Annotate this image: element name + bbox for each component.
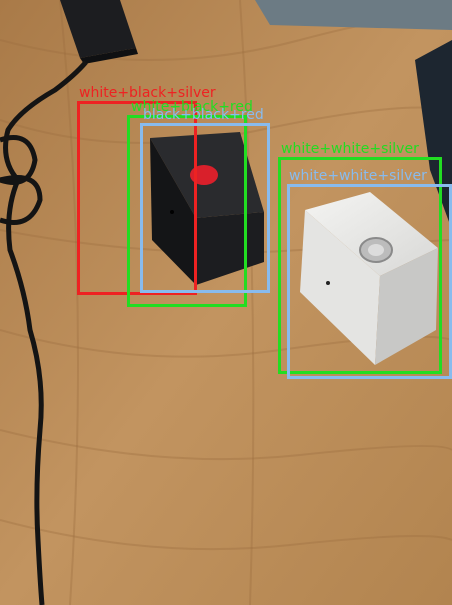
detection-label-white-black-red: white+black+red [131,99,253,115]
white-box [300,192,438,365]
detection-label-black-black-red: black+black+red [143,107,264,123]
cable-coil [0,135,43,225]
detection-box-black-black-red [140,123,270,293]
detection-box-white-white-silver-blue [287,184,452,379]
detection-box-white-black-red [127,115,247,307]
detection-label-white-black-silver: white+black+silver [79,85,216,101]
detection-box-white-white-silver-green [278,157,442,374]
black-box [150,132,264,285]
power-adapter [60,0,138,64]
detection-label-white-white-silver-green: white+white+silver [281,141,419,157]
floor-shadow [415,40,452,230]
detection-box-white-black-silver [77,101,197,295]
power-cable [3,60,88,605]
red-button [190,165,218,185]
window-background [255,0,452,30]
detection-label-white-white-silver-blue: white+white+silver [289,168,427,184]
